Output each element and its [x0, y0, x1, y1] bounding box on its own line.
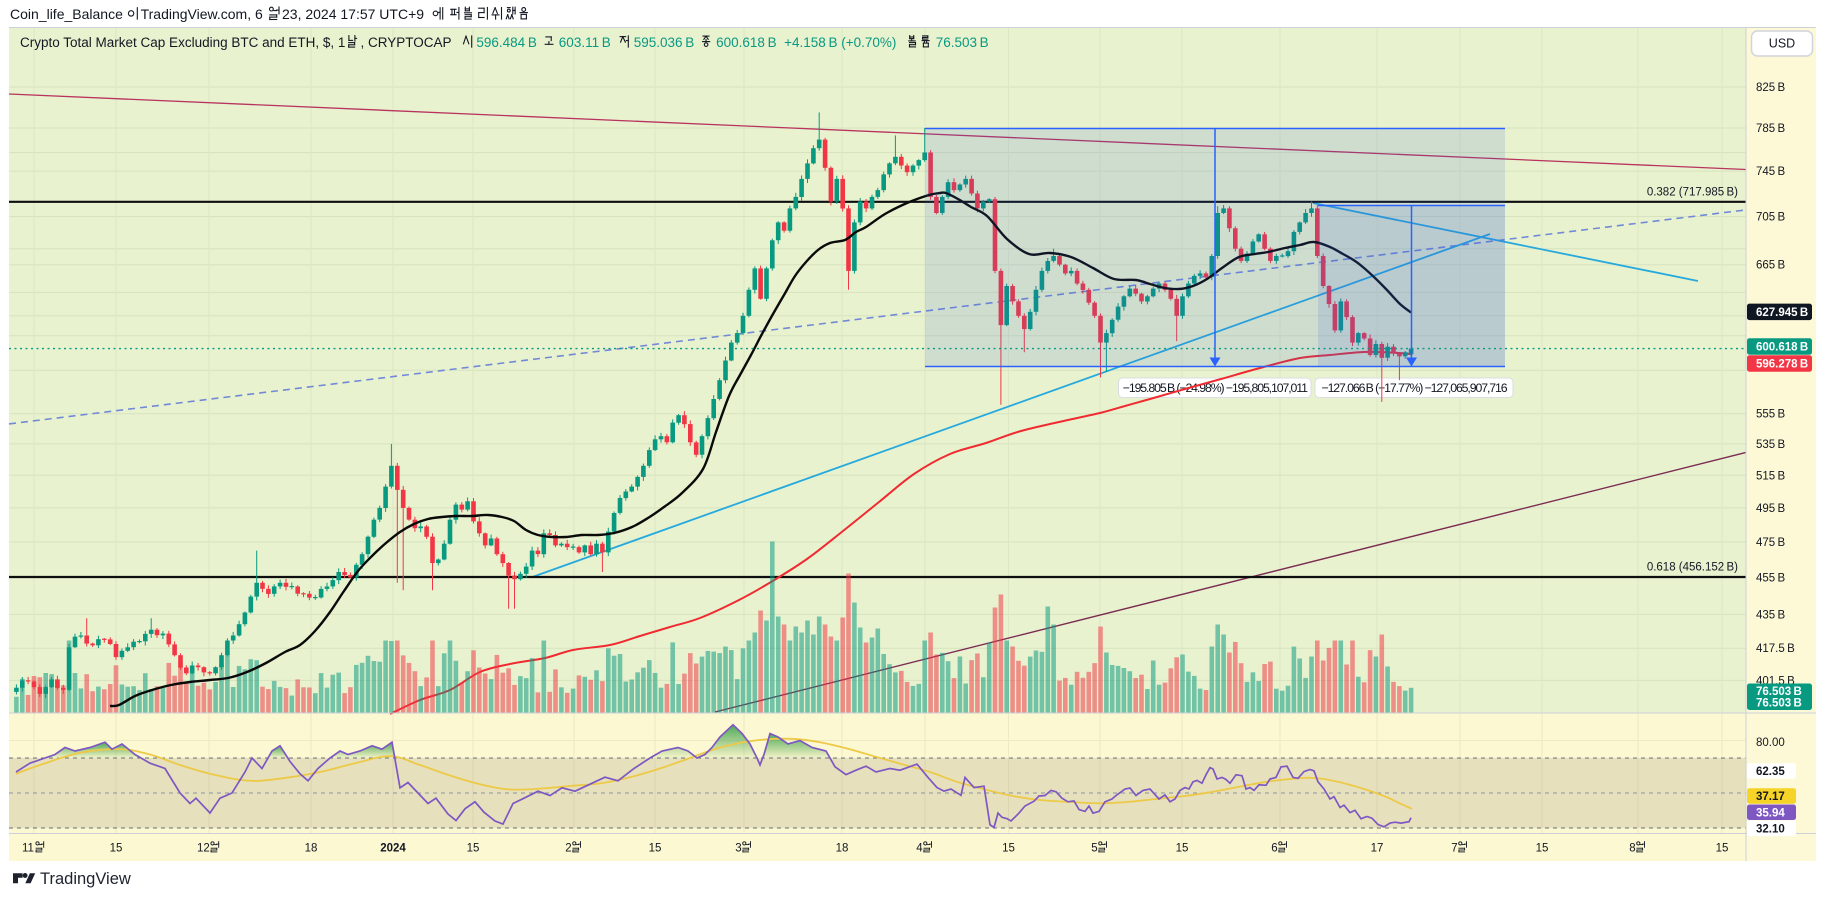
svg-text:15: 15: [1176, 843, 1189, 855]
svg-text:2024: 2024: [380, 843, 406, 855]
svg-text:475 B: 475 B: [1756, 537, 1785, 549]
svg-text:76.503 B: 76.503 B: [1756, 698, 1802, 710]
svg-text:417.5 B: 417.5 B: [1756, 643, 1795, 655]
svg-text:600.618 B: 600.618 B: [716, 35, 777, 50]
svg-text:15: 15: [110, 843, 123, 855]
svg-text:596.278 B: 596.278 B: [1756, 359, 1808, 371]
svg-text:4: 4: [916, 843, 923, 855]
svg-text:15: 15: [467, 843, 480, 855]
svg-text:15: 15: [1536, 843, 1549, 855]
svg-text:15: 15: [1002, 843, 1015, 855]
svg-text:515 B: 515 B: [1756, 470, 1785, 482]
svg-text:455 B: 455 B: [1756, 572, 1785, 584]
svg-text:0.618 (456.152 B): 0.618 (456.152 B): [1647, 562, 1738, 574]
svg-text:−195.805 B (−24.98%) −195,805,: −195.805 B (−24.98%) −195,805,107,011: [1123, 381, 1308, 395]
svg-text:37.17: 37.17: [1756, 791, 1785, 803]
svg-text:665 B: 665 B: [1756, 260, 1785, 272]
svg-text:76.503 B: 76.503 B: [936, 35, 989, 50]
svg-text:−127.066 B (−17.77%) −127,065,: −127.066 B (−17.77%) −127,065,907,716: [1321, 381, 1507, 395]
svg-text:35.94: 35.94: [1756, 807, 1785, 819]
svg-text:825 B: 825 B: [1756, 82, 1785, 94]
svg-text:18: 18: [836, 843, 849, 855]
svg-text:12: 12: [197, 843, 210, 855]
svg-text:600.618 B: 600.618 B: [1756, 342, 1808, 354]
svg-text:15: 15: [1716, 843, 1729, 855]
svg-text:596.484 B: 596.484 B: [476, 35, 537, 50]
svg-text:11: 11: [22, 843, 34, 855]
svg-text:Crypto Total Market Cap Exclud: Crypto Total Market Cap Excluding BTC an…: [20, 35, 345, 50]
svg-text:6: 6: [1271, 843, 1277, 855]
svg-text:595.036 B: 595.036 B: [634, 35, 695, 50]
svg-text:7: 7: [1451, 843, 1457, 855]
svg-text:0.382 (717.985 B): 0.382 (717.985 B): [1647, 187, 1738, 199]
svg-text:5: 5: [1091, 843, 1097, 855]
svg-text:603.11 B: 603.11 B: [559, 35, 611, 50]
svg-text:555 B: 555 B: [1756, 409, 1785, 421]
svg-text:TradingView: TradingView: [40, 870, 131, 888]
svg-text:535 B: 535 B: [1756, 439, 1785, 451]
svg-text:15: 15: [649, 843, 662, 855]
svg-text:705 B: 705 B: [1756, 212, 1785, 224]
svg-text:17: 17: [1371, 843, 1384, 855]
svg-text:32.10: 32.10: [1756, 823, 1785, 835]
svg-text:745 B: 745 B: [1756, 166, 1785, 178]
svg-text:2: 2: [565, 843, 571, 855]
svg-text:, CRYPTOCAP: , CRYPTOCAP: [361, 35, 452, 50]
svg-text:3: 3: [735, 843, 741, 855]
svg-text:627.945 B: 627.945 B: [1756, 307, 1808, 319]
svg-text:435 B: 435 B: [1756, 609, 1785, 621]
svg-text:8: 8: [1629, 843, 1635, 855]
svg-text:+4.158 B (+0.70%): +4.158 B (+0.70%): [784, 35, 896, 50]
svg-text:495 B: 495 B: [1756, 503, 1785, 515]
svg-text:TradingView.com, 6: TradingView.com, 6: [141, 6, 263, 22]
svg-text:23, 2024 17:57 UTC+9: 23, 2024 17:57 UTC+9: [282, 6, 424, 22]
svg-text:80.00: 80.00: [1756, 737, 1785, 749]
svg-text:785 B: 785 B: [1756, 123, 1785, 135]
svg-text:USD: USD: [1769, 37, 1795, 51]
svg-text:Coin_life_Balance: Coin_life_Balance: [10, 6, 123, 22]
svg-text:18: 18: [305, 843, 318, 855]
svg-text:62.35: 62.35: [1756, 766, 1785, 778]
